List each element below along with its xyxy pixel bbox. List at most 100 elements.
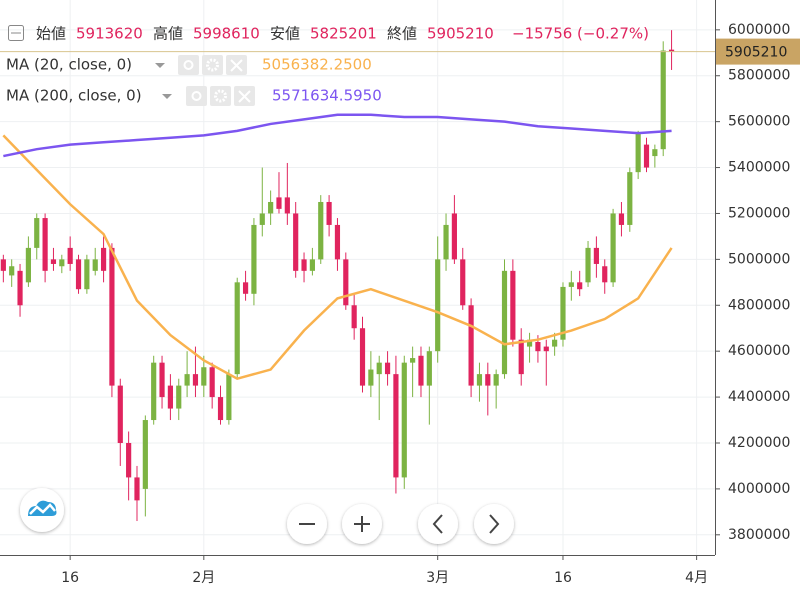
y-tick-label: 4200000 xyxy=(728,435,790,451)
candle-body xyxy=(518,339,524,375)
indicator-action-icon[interactable] xyxy=(210,86,231,106)
button-bg[interactable] xyxy=(474,504,514,544)
candle-body xyxy=(660,50,666,150)
indicator-action-icon[interactable] xyxy=(178,55,199,75)
candle-body xyxy=(301,259,307,271)
candle-body xyxy=(134,477,140,501)
close-icon xyxy=(230,59,243,72)
candle-body xyxy=(67,247,73,264)
candle-body xyxy=(526,339,533,347)
candle-body xyxy=(384,362,391,375)
dropdown-caret[interactable] xyxy=(155,63,165,68)
y-tick-label: 4000000 xyxy=(728,481,790,497)
indicator-legend: MA (20, close, 0) 5056382.2500 MA (200, cl… xyxy=(6,55,382,106)
candle-body xyxy=(268,201,274,214)
candle-body xyxy=(309,259,315,271)
candle-body xyxy=(59,259,65,267)
gear-icon xyxy=(206,58,219,72)
candle-body xyxy=(326,201,332,225)
x-tick-label: 16 xyxy=(554,570,572,586)
button-bg[interactable] xyxy=(418,504,458,544)
x-tick-label: 3月 xyxy=(426,570,449,586)
candle-body xyxy=(668,49,675,52)
candle-body xyxy=(435,259,441,352)
right-icon xyxy=(489,514,500,534)
candle-body xyxy=(25,247,31,283)
scroll-left-button[interactable] xyxy=(418,504,458,544)
candle-body xyxy=(201,367,207,386)
candle-body xyxy=(100,247,107,271)
moving-average-line xyxy=(2,134,673,381)
indicator-action-icon[interactable] xyxy=(202,55,223,75)
candle-body xyxy=(351,305,357,329)
candle-body xyxy=(368,369,374,386)
candle-body xyxy=(293,213,299,271)
close-icon xyxy=(238,90,251,103)
candle-body xyxy=(334,224,341,260)
ohlc-value: 5905210 xyxy=(427,25,494,43)
nav-buttons xyxy=(287,504,514,544)
candle-body xyxy=(568,282,574,287)
left-icon xyxy=(432,514,443,534)
candle-body xyxy=(251,224,257,294)
candle-body xyxy=(418,355,424,386)
candle-body xyxy=(643,144,650,168)
candle-body xyxy=(593,247,599,264)
last-price-label: 5905210 xyxy=(725,45,787,61)
plus-icon xyxy=(354,516,370,532)
candle-body xyxy=(167,385,173,409)
ohlc-value: 5825201 xyxy=(310,25,377,43)
candle-body xyxy=(460,259,466,306)
grid xyxy=(0,0,715,555)
dropdown-caret[interactable] xyxy=(162,94,172,99)
indicator-value: 5056382.2500 xyxy=(262,56,372,74)
candle-body xyxy=(510,270,516,340)
ohlc-value: 5998610 xyxy=(193,25,260,43)
candle-body xyxy=(318,201,324,260)
candle-body xyxy=(602,266,608,283)
y-tick-label: 3800000 xyxy=(728,527,790,543)
ohlc-legend: 始値 5913620 高値 5998610 安値 5825201 終値 5905210 −157… xyxy=(36,25,649,43)
candle-body xyxy=(501,270,508,375)
logo[interactable] xyxy=(20,488,64,532)
y-tick-label: 4800000 xyxy=(728,297,790,313)
candle-body xyxy=(585,247,591,283)
scroll-right-button[interactable] xyxy=(474,504,514,544)
last-price-tag xyxy=(716,38,800,65)
y-tick-label: 5400000 xyxy=(728,160,790,176)
gear-icon xyxy=(214,89,227,103)
candle-body xyxy=(468,305,474,386)
candle-body xyxy=(142,420,148,489)
candle-body xyxy=(493,374,499,386)
x-tick-label: 2月 xyxy=(192,570,215,586)
candle-body xyxy=(359,328,366,386)
change-value: −15756 (−0.27%) xyxy=(512,25,649,43)
candle-body xyxy=(577,282,583,290)
candle-body xyxy=(184,374,190,386)
candle-body xyxy=(9,266,15,276)
collapse-icon[interactable] xyxy=(8,25,24,41)
candle-body xyxy=(0,259,6,271)
candle-body xyxy=(259,213,265,225)
candle-body xyxy=(42,218,48,271)
candle-body xyxy=(242,282,249,294)
candle-body xyxy=(276,197,282,209)
candle-body xyxy=(535,341,541,352)
indicator-action-icon[interactable] xyxy=(186,86,207,106)
candle-body xyxy=(393,374,399,478)
candle-body xyxy=(443,224,449,260)
candle-body xyxy=(226,374,232,421)
candle-body xyxy=(92,259,98,271)
candle-body xyxy=(109,247,115,386)
y-tick-label: 6000000 xyxy=(728,22,790,38)
candle-body xyxy=(192,374,199,386)
ohlc-value: 5913620 xyxy=(76,25,143,43)
y-tick-label: 5200000 xyxy=(728,205,790,221)
candle-body xyxy=(217,397,224,421)
candle-body xyxy=(426,351,432,386)
moving-average-line xyxy=(3,113,672,158)
candle-body xyxy=(476,374,483,386)
candle-body xyxy=(17,270,23,306)
eye-icon xyxy=(183,60,194,70)
candle-body xyxy=(552,339,558,347)
